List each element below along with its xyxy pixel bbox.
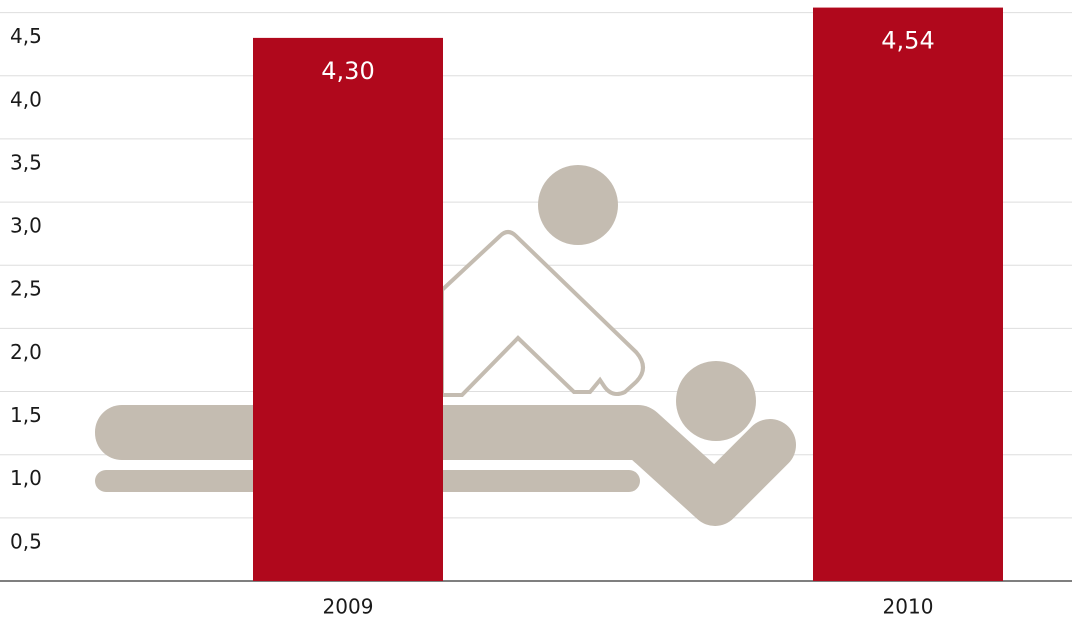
y-tick-label: 4,5: [10, 24, 42, 48]
y-tick-label: 4,0: [10, 87, 42, 111]
y-tick-label: 3,5: [10, 150, 42, 174]
bar: [813, 7, 1003, 582]
y-tick-label: 1,0: [10, 466, 42, 490]
value-label: 4,30: [321, 57, 374, 85]
y-tick-label: 2,5: [10, 277, 42, 301]
y-tick-label: 3,0: [10, 214, 42, 238]
value-label: 4,54: [881, 27, 934, 55]
x-tick-label: 2010: [883, 595, 934, 619]
bar: [253, 37, 443, 582]
patient-head: [676, 361, 756, 441]
masseur-arms: [440, 230, 645, 397]
y-tick-label: 2,0: [10, 340, 42, 364]
y-tick-label: 0,5: [10, 529, 42, 553]
masseur-head: [538, 165, 618, 245]
x-tick-label: 2009: [323, 595, 374, 619]
y-tick-label: 1,5: [10, 403, 42, 427]
patient-legs: [614, 406, 796, 526]
